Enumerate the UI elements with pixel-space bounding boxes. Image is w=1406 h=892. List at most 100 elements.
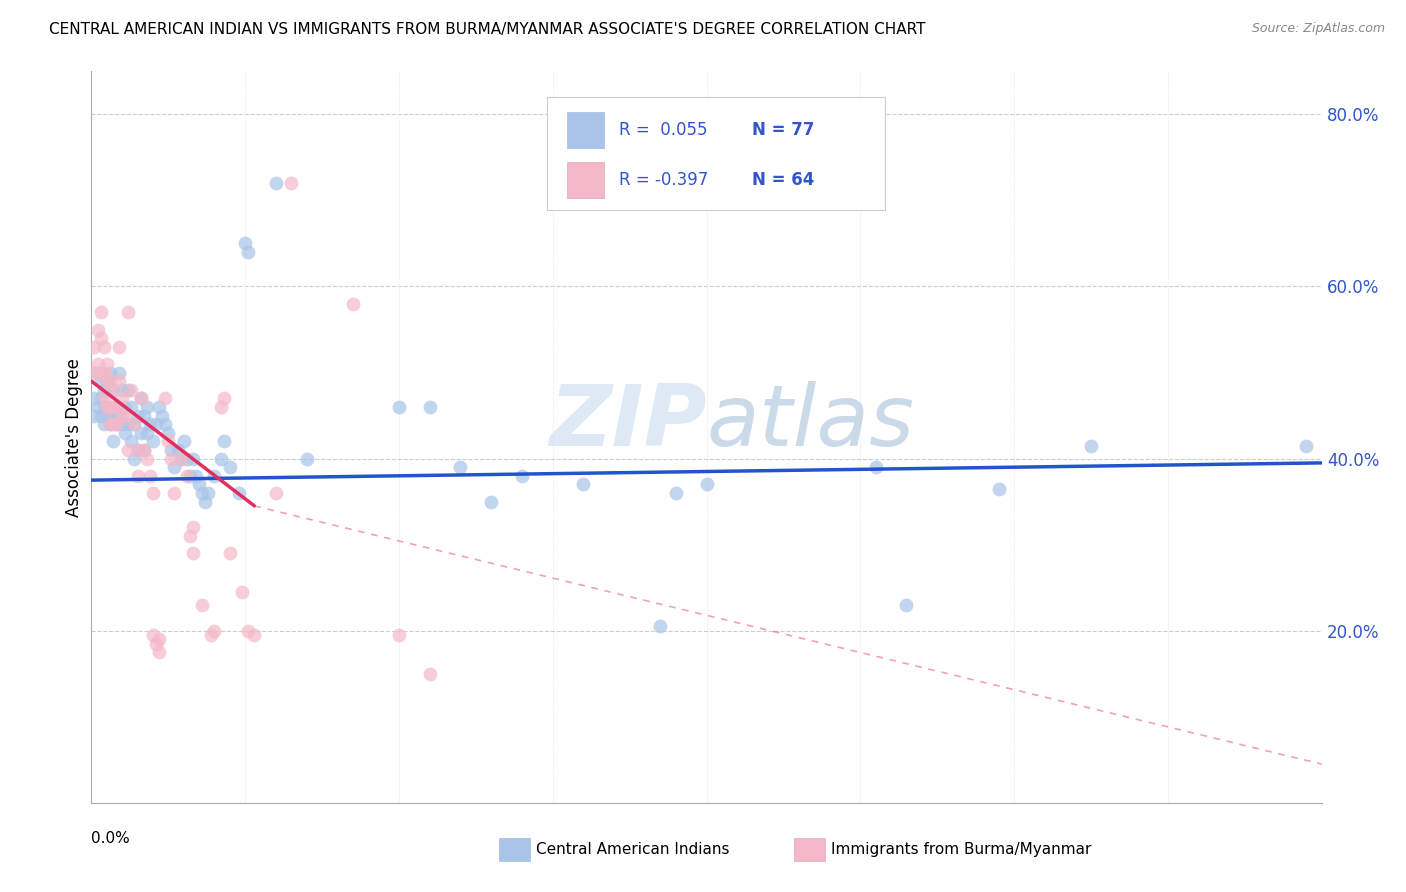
Point [111,392,134,406]
Text: N = 77: N = 77 [752,121,814,139]
Point [665,486,688,500]
Point [127,442,149,457]
Point [105,400,127,414]
Point [264,176,287,190]
Point [124,417,146,432]
Point [896,598,918,612]
Point [169,451,191,466]
Point [117,417,139,432]
Point [108,374,131,388]
Point [129,392,152,406]
Point [120,383,142,397]
Point [96,374,118,388]
Point [105,417,127,432]
Point [83,340,105,354]
Point [160,451,183,466]
Point [163,486,186,500]
Point [101,417,124,432]
Point [191,486,214,500]
Text: Immigrants from Burma/Myanmar: Immigrants from Burma/Myanmar [831,842,1091,856]
Text: Source: ZipAtlas.com: Source: ZipAtlas.com [1251,22,1385,36]
Point [510,468,533,483]
Point [209,451,232,466]
Point [233,236,256,251]
Point [145,417,167,432]
Point [90,331,112,345]
Point [179,468,201,483]
Point [157,425,180,440]
Point [86,400,108,414]
Point [98,417,121,432]
Point [124,451,146,466]
Point [98,400,121,414]
Point [132,409,155,423]
Point [111,383,134,397]
Point [153,417,177,432]
Point [129,425,152,440]
Text: R =  0.055: R = 0.055 [619,121,707,139]
Point [90,305,112,319]
Point [129,392,152,406]
Point [101,400,124,414]
Point [218,460,240,475]
Point [209,400,232,414]
Point [124,417,146,432]
Point [388,400,411,414]
Text: atlas: atlas [706,381,914,464]
Point [120,400,142,414]
Point [108,409,131,423]
Point [449,460,471,475]
Point [280,176,302,190]
Point [148,645,170,659]
Point [96,374,118,388]
Point [342,296,364,310]
Bar [568,161,605,198]
Point [142,628,165,642]
Point [132,442,155,457]
Point [135,400,157,414]
Point [90,366,112,380]
Point [212,392,235,406]
Point [696,477,718,491]
Point [479,494,502,508]
Point [173,434,195,449]
Point [83,409,105,423]
Point [148,632,170,647]
Point [105,400,127,414]
Point [93,417,115,432]
Point [231,585,253,599]
Point [865,460,887,475]
Text: N = 64: N = 64 [752,171,814,189]
Point [98,417,121,432]
Point [163,460,186,475]
Point [132,442,155,457]
Point [93,400,115,414]
Point [98,374,121,388]
Point [127,468,149,483]
Point [101,383,124,397]
Text: Central American Indians: Central American Indians [536,842,730,856]
Point [145,637,167,651]
Point [148,400,170,414]
Point [111,409,134,423]
Point [181,546,204,560]
Point [135,451,157,466]
Point [86,366,108,380]
Text: CENTRAL AMERICAN INDIAN VS IMMIGRANTS FROM BURMA/MYANMAR ASSOCIATE'S DEGREE CORR: CENTRAL AMERICAN INDIAN VS IMMIGRANTS FR… [49,22,925,37]
Point [127,442,149,457]
Point [93,383,115,397]
Point [160,442,183,457]
Point [243,628,266,642]
Text: R = -0.397: R = -0.397 [619,171,709,189]
Point [86,357,108,371]
Point [96,357,118,371]
Point [127,409,149,423]
Point [197,486,219,500]
Point [212,434,235,449]
Point [572,477,595,491]
Point [150,409,173,423]
Point [101,409,124,423]
Text: 0.0%: 0.0% [91,831,131,846]
Y-axis label: Associate's Degree: Associate's Degree [65,358,83,516]
Point [200,628,222,642]
